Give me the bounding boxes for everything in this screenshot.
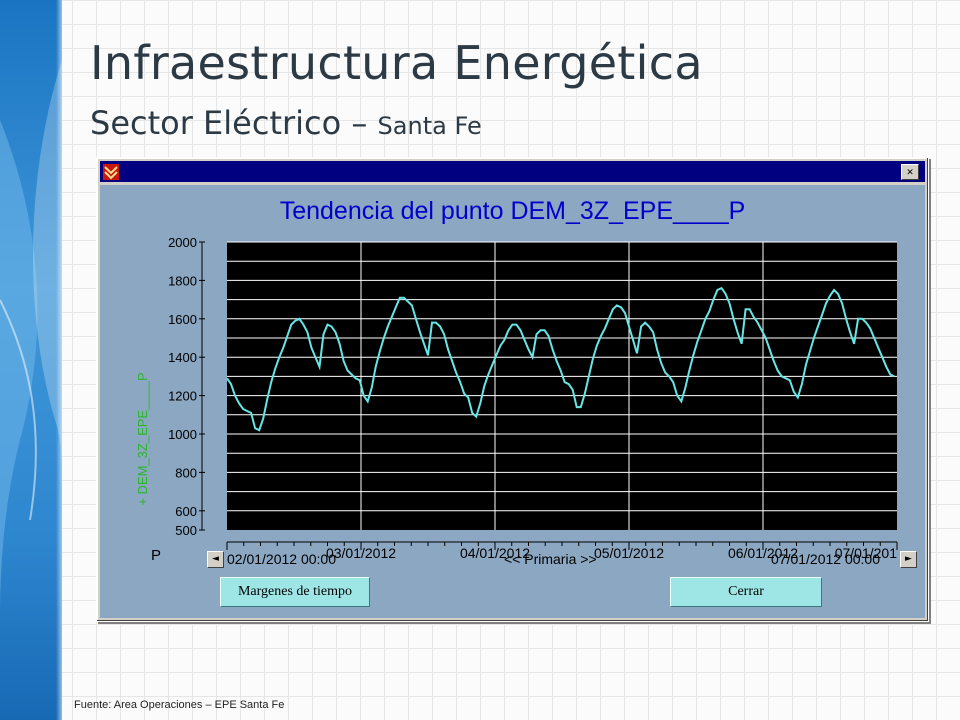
y-tick-label: 1200 xyxy=(168,389,197,404)
x-tick-label: 05/01/2012 xyxy=(594,545,664,561)
y-tick-label: 1400 xyxy=(168,350,197,365)
app-logo-icon xyxy=(103,164,119,180)
trend-chart: 2000 1800 1600 1400 1200 1000 800 600 500 03/01/… xyxy=(135,235,898,564)
y-tick-label: 2000 xyxy=(168,235,197,250)
unit-label: P xyxy=(151,547,161,564)
x-tick-label: 07/01/201 xyxy=(835,545,897,561)
plot-area xyxy=(227,242,897,530)
y-tick-label: 1600 xyxy=(168,312,197,327)
y-axis-label: + DEM_3Z_EPE____P xyxy=(135,372,150,505)
decorative-side-band xyxy=(0,0,62,720)
y-tick-label: 1800 xyxy=(168,273,197,288)
x-axis-ticks: 03/01/2012 04/01/2012 05/01/2012 06/01/2012… xyxy=(226,541,898,561)
source-note: Fuente: Area Operaciones – EPE Santa Fe xyxy=(74,699,285,711)
slide-title: Infraestructura Energética xyxy=(90,36,703,90)
trend-window: ✕ Tendencia del punto DEM_3Z_EPE____P 20… xyxy=(96,157,929,622)
x-tick-label: 03/01/2012 xyxy=(326,545,396,561)
x-tick-label: 06/01/2012 xyxy=(728,545,798,561)
range-start-label: 02/01/2012 00:00 xyxy=(227,551,336,567)
y-tick-label: 600 xyxy=(175,504,197,519)
x-tick-label: 04/01/2012 xyxy=(460,545,530,561)
chart-title: Tendencia del punto DEM_3Z_EPE____P xyxy=(279,197,746,225)
window-close-button[interactable]: ✕ xyxy=(901,164,919,180)
window-client-area: Tendencia del punto DEM_3Z_EPE____P 2000… xyxy=(100,185,925,618)
scroll-right-button[interactable]: ► xyxy=(900,551,917,568)
series-line-dem-3z-epe xyxy=(226,286,895,432)
swoosh-decoration xyxy=(0,60,62,620)
window-titlebar[interactable]: ✕ xyxy=(100,161,925,182)
subtitle-location: Santa Fe xyxy=(377,112,482,140)
app-logo-icon-glyph xyxy=(104,166,118,180)
scroll-left-button[interactable]: ◄ xyxy=(207,551,224,568)
range-end-label: 07/01/2012 00:00 xyxy=(771,551,880,567)
y-tick-label: 500 xyxy=(175,523,197,538)
time-margins-button[interactable]: Margenes de tiempo xyxy=(220,577,370,607)
scale-selector[interactable]: << Primaria >> xyxy=(504,551,597,567)
subtitle-main: Sector Eléctrico – xyxy=(90,104,378,142)
slide-subtitle: Sector Eléctrico – Santa Fe xyxy=(90,104,482,142)
y-axis-ticks: 2000 1800 1600 1400 1200 1000 800 600 500 xyxy=(168,235,205,538)
y-tick-label: 1000 xyxy=(168,427,197,442)
close-button[interactable]: Cerrar xyxy=(670,577,822,607)
y-tick-label: 800 xyxy=(175,465,197,480)
